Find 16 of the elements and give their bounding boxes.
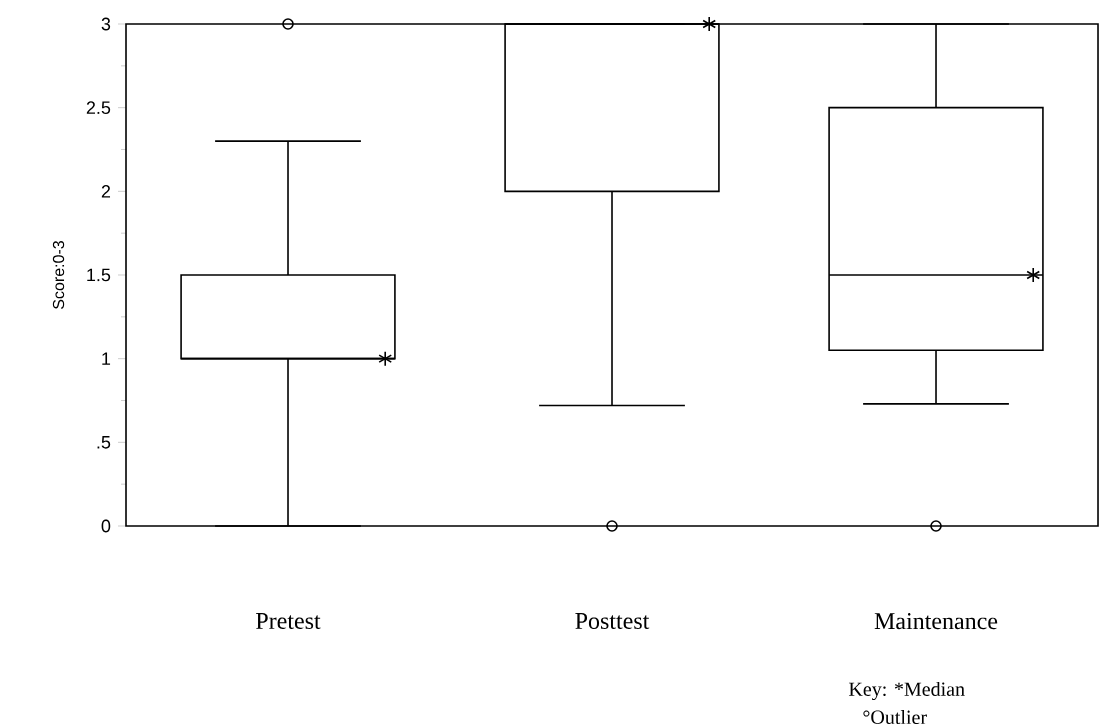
text: Key: *Median bbox=[848, 681, 965, 701]
text: °Outlier bbox=[863, 709, 927, 725]
point bbox=[1026, 267, 1041, 283]
y-tick-label: .5 bbox=[97, 436, 111, 449]
point bbox=[378, 350, 393, 367]
x-tick-label: Pretest bbox=[256, 613, 321, 629]
point bbox=[702, 16, 717, 32]
y-tick-label: 2.5 bbox=[86, 101, 111, 115]
y-tick-label: 1 bbox=[102, 352, 111, 365]
x-tick-label: Posttest bbox=[575, 613, 650, 629]
y-tick-label: 2 bbox=[101, 185, 111, 198]
y-tick-label: 3 bbox=[101, 17, 111, 31]
y-tick-label: 0 bbox=[101, 519, 111, 533]
x-tick-label: Maintenance bbox=[874, 613, 998, 630]
y-tick-label: 1.5 bbox=[87, 268, 111, 282]
y-axis-title: Score:0-3 bbox=[52, 241, 65, 309]
